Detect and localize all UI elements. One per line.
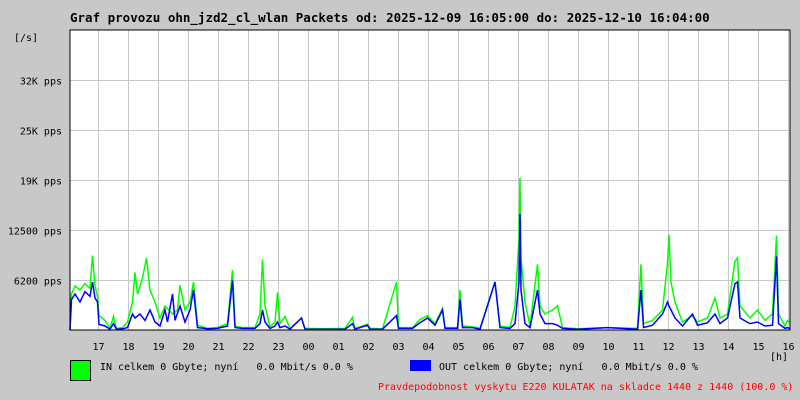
y-tick-label: 19K pps bbox=[20, 177, 62, 188]
legend-in-swatch bbox=[70, 360, 91, 381]
x-tick-label: 12 bbox=[662, 342, 674, 353]
footer-note: Pravdepodobnost vyskytu E220 KULATAK na … bbox=[378, 382, 793, 393]
x-tick-label: 15 bbox=[752, 342, 764, 353]
x-tick-label: 07 bbox=[512, 342, 524, 353]
x-tick-label: 11 bbox=[632, 342, 644, 353]
x-tick-label: 17 bbox=[92, 342, 104, 353]
x-tick-label: 08 bbox=[542, 342, 554, 353]
y-tick-label: 25K pps bbox=[20, 127, 62, 138]
series-in-line bbox=[69, 177, 790, 331]
x-tick-label: 00 bbox=[302, 342, 314, 353]
y-tick-label: 32K pps bbox=[20, 77, 62, 88]
series-lines bbox=[69, 177, 790, 331]
x-tick-label: 22 bbox=[242, 342, 254, 353]
x-axis-unit: [h] bbox=[770, 352, 788, 363]
chart-title: Graf provozu ohn_jzd2_cl_wlan Packets od… bbox=[70, 10, 710, 26]
x-tick-label: 21 bbox=[212, 342, 224, 353]
x-tick-label: 10 bbox=[602, 342, 614, 353]
x-ticks: 17 18 19 20 21 22 23 00 01 02 03 04 05 06 07 08 09 10 11 12… bbox=[92, 342, 794, 353]
series-out-line bbox=[69, 213, 790, 331]
x-tick-label: 18 bbox=[122, 342, 134, 353]
legend-out-swatch bbox=[410, 360, 431, 371]
x-tick-label: 14 bbox=[722, 342, 734, 353]
x-tick-label: 04 bbox=[422, 342, 434, 353]
legend-out: OUT celkem 0 Gbyte; nyní 0.0 Mbit/s 0.0 … bbox=[439, 361, 698, 373]
x-tick-label: 16 bbox=[782, 342, 794, 353]
legend-in: IN celkem 0 Gbyte; nyní 0.0 Mbit/s 0.0 % bbox=[100, 361, 353, 373]
x-tick-label: 05 bbox=[452, 342, 464, 353]
x-tick-label: 01 bbox=[332, 342, 344, 353]
x-tick-label: 13 bbox=[692, 342, 704, 353]
x-tick-label: 19 bbox=[152, 342, 164, 353]
y-axis-unit: [/s] bbox=[14, 33, 38, 44]
y-ticks: 6200 pps 12500 pps 19K pps 25K pps 32K pps bbox=[8, 77, 62, 288]
plot-frame bbox=[69, 29, 791, 331]
x-tick-label: 20 bbox=[182, 342, 194, 353]
x-tick-label: 23 bbox=[272, 342, 284, 353]
x-tick-label: 09 bbox=[572, 342, 584, 353]
x-tick-label: 02 bbox=[362, 342, 374, 353]
x-tick-label: 03 bbox=[392, 342, 404, 353]
y-tick-label: 6200 pps bbox=[14, 277, 62, 288]
x-tick-label: 06 bbox=[482, 342, 494, 353]
y-tick-label: 12500 pps bbox=[8, 227, 62, 238]
